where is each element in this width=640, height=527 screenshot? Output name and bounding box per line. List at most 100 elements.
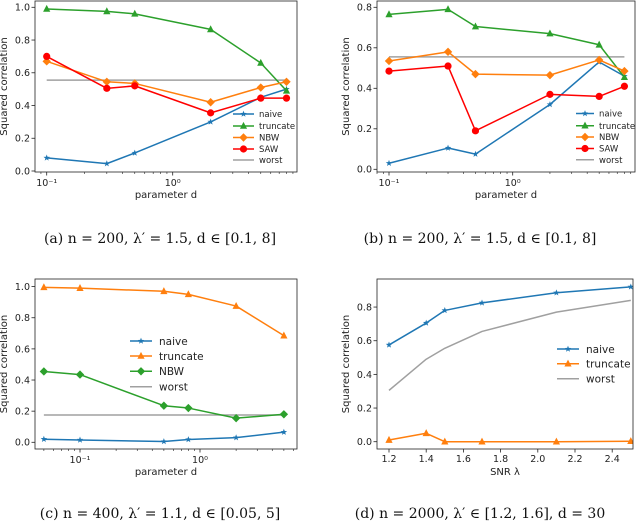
legend-label-naive: naive (599, 110, 622, 120)
y-tick-label: 0.0 (15, 166, 30, 177)
data-point-SAW (257, 94, 265, 102)
data-point-truncate (546, 29, 554, 37)
data-point-NBW (594, 55, 604, 65)
x-tick-label: 10⁰ (192, 455, 208, 466)
data-point-truncate (471, 22, 480, 30)
y-axis-label: Squared correlation (341, 37, 352, 135)
x-axis-label: parameter d (135, 190, 197, 201)
data-point-naive (160, 438, 168, 445)
data-point-naive (103, 160, 111, 167)
x-axis-label: SNR λ (490, 467, 520, 478)
data-point-truncate (257, 58, 265, 66)
legend-label-truncate: truncate (599, 122, 635, 132)
x-tick-label: 10⁰ (165, 178, 181, 189)
legend-label-naive: naive (586, 344, 615, 356)
legend-label-NBW: NBW (259, 134, 280, 144)
data-point-NBW (184, 403, 193, 413)
legend-label-truncate: truncate (159, 351, 204, 363)
series-line-truncate (46, 8, 288, 92)
data-point-naive (43, 154, 50, 161)
y-tick-label: 1.0 (15, 282, 30, 293)
data-point-naive (40, 435, 48, 442)
data-point-truncate (160, 287, 168, 295)
legend-marker-truncate (564, 359, 572, 367)
data-point-naive (385, 341, 393, 348)
legend-label-worst: worst (259, 156, 283, 166)
y-tick-label: 0.2 (357, 403, 372, 414)
legend-label-NBW: NBW (159, 366, 185, 378)
data-point-NBW (620, 66, 629, 76)
data-point-truncate (620, 73, 629, 80)
series-line-naive (43, 431, 284, 443)
data-point-naive (185, 436, 192, 443)
legend-label-worst: worst (159, 381, 188, 393)
data-point-naive (441, 307, 449, 314)
data-point-truncate (385, 10, 393, 18)
series-line-truncate (388, 432, 631, 443)
x-tick-label: 2.0 (530, 454, 545, 465)
series-line-NBW (43, 370, 284, 419)
legend-marker-NBW (136, 367, 146, 376)
data-point-naive (385, 159, 393, 166)
data-point-SAW (43, 52, 51, 61)
data-point-SAW (595, 92, 603, 100)
subplot-d: 0.0 0.2 0.4 0.6 0.8 1.2 1.4 1.6 1.8 2.0 2.2 2.4 SNR … (341, 278, 634, 522)
legend-label-worst: worst (599, 156, 623, 166)
y-tick-label: 0.2 (15, 134, 30, 145)
y-tick-label: 0.6 (357, 43, 372, 54)
series-line-naive (46, 88, 287, 165)
data-point-NBW (231, 413, 241, 423)
plot-area (384, 5, 629, 166)
data-point-truncate (422, 429, 430, 437)
legend-marker-naive (240, 110, 247, 117)
x-axis-label: parameter d (475, 190, 537, 201)
y-tick-label: 0.2 (15, 407, 30, 418)
y-tick-label: 0.0 (15, 438, 30, 449)
data-point-naive (472, 150, 479, 157)
axes-frame (34, 278, 298, 450)
legend-label-NBW: NBW (599, 133, 620, 143)
data-point-naive (553, 289, 560, 296)
legend-marker-truncate (239, 121, 248, 129)
data-point-naive (280, 428, 288, 435)
y-tick-label: 0.6 (15, 344, 30, 355)
axes-frame (376, 0, 636, 173)
data-point-naive (76, 436, 84, 443)
data-point-naive (232, 434, 240, 441)
y-tick-label: 0.8 (15, 313, 30, 324)
legend-label-naive: naive (159, 336, 188, 348)
x-tick-label: 1.8 (493, 454, 508, 465)
y-axis-label: Squared correlation (0, 37, 10, 135)
data-point-naive (444, 144, 452, 151)
data-point-SAW (207, 109, 215, 117)
x-tick-label: 10⁰ (505, 178, 521, 189)
data-point-NBW (384, 56, 394, 66)
data-point-NBW (102, 77, 112, 86)
data-point-truncate (43, 4, 51, 12)
data-point-SAW (620, 82, 629, 90)
subplot-caption: (a) n = 200, λ′ = 1.5, d ∈ [0.1, 8] (44, 231, 276, 247)
data-point-NBW (159, 401, 169, 410)
data-point-truncate (40, 283, 48, 291)
data-point-truncate (478, 437, 486, 445)
x-tick-label: 10⁻¹ (70, 455, 91, 466)
data-point-NBW (39, 367, 49, 376)
y-axis-label: Squared correlation (0, 315, 10, 413)
legend-marker-SAW (239, 145, 248, 153)
legend-marker-truncate (581, 121, 589, 129)
data-point-truncate (232, 301, 240, 309)
y-tick-label: 0.4 (357, 370, 372, 381)
data-point-truncate (184, 290, 192, 298)
data-point-NBW (256, 83, 265, 92)
data-point-naive (478, 299, 486, 306)
series-line-naive (388, 286, 631, 346)
data-point-naive (546, 101, 554, 108)
axes-frame (376, 278, 634, 450)
y-tick-label: 0.8 (357, 302, 372, 313)
y-tick-label: 0.4 (15, 101, 30, 112)
series-line-SAW (388, 65, 625, 132)
y-tick-label: 0.0 (357, 165, 372, 176)
